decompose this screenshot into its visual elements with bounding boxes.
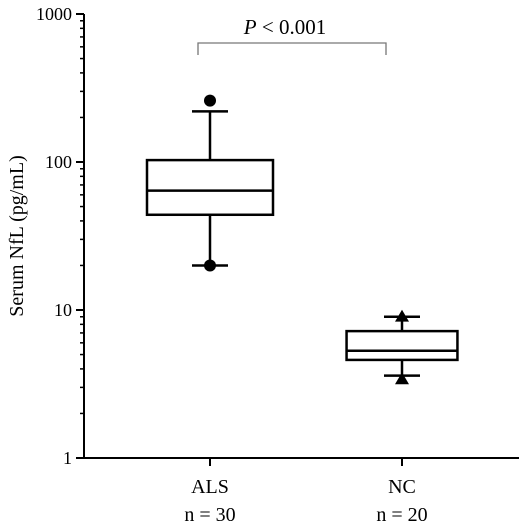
significance-annotation: P < 0.001 bbox=[197, 15, 387, 55]
outlier-point bbox=[395, 372, 409, 385]
p-symbol: P bbox=[243, 15, 257, 39]
p-comparison: < 0.001 bbox=[257, 15, 327, 39]
x-sample-size-label: n = 30 bbox=[184, 504, 235, 526]
y-tick-label: 10 bbox=[54, 300, 72, 320]
x-category-label: NC bbox=[388, 476, 416, 498]
significance-bracket bbox=[197, 42, 387, 55]
x-sample-size-label: n = 20 bbox=[376, 504, 427, 526]
box-group-als bbox=[145, 94, 275, 272]
iqr-box bbox=[145, 158, 275, 217]
y-tick-label: 100 bbox=[45, 152, 72, 172]
p-value-label: P < 0.001 bbox=[243, 15, 326, 39]
outlier-point bbox=[204, 259, 216, 272]
box-group-nc bbox=[345, 309, 459, 385]
y-tick-label: 1 bbox=[63, 448, 72, 468]
axes bbox=[83, 14, 519, 459]
x-labels: ALS n = 30 NC n = 20 bbox=[184, 458, 428, 526]
outlier-point bbox=[395, 309, 409, 322]
x-category-label: ALS bbox=[191, 476, 229, 498]
y-axis-label: Serum NfL (pg/mL) bbox=[6, 155, 28, 316]
y-ticks: 1 10 100 1000 bbox=[36, 4, 84, 468]
iqr-box bbox=[345, 329, 459, 362]
boxes bbox=[145, 94, 459, 385]
outlier-point bbox=[204, 94, 216, 107]
y-tick-label: 1000 bbox=[36, 4, 72, 24]
